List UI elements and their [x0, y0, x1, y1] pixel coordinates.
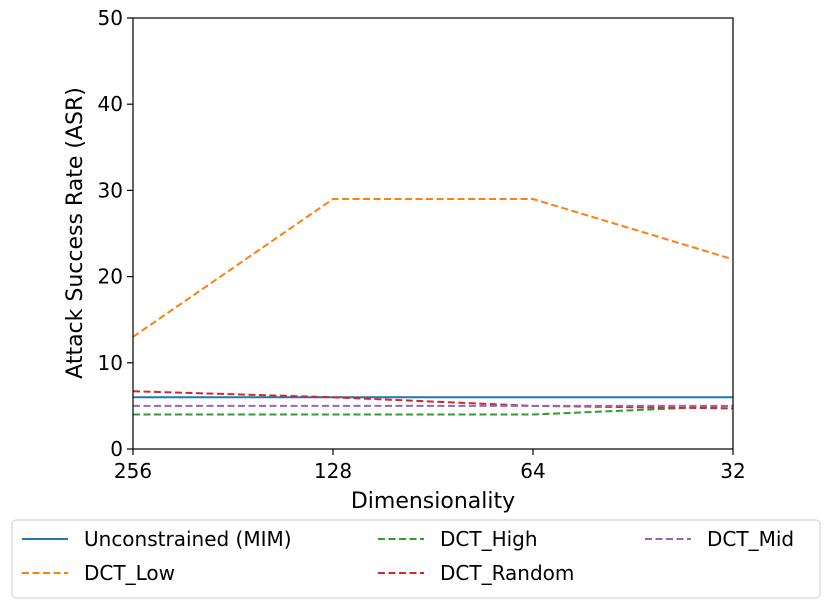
- legend-label: DCT_Mid: [707, 527, 794, 551]
- y-axis-label: Attack Success Rate (ASR): [63, 87, 88, 379]
- x-tick-label: 32: [720, 459, 745, 483]
- legend-label: DCT_High: [440, 527, 538, 551]
- x-axis-label: Dimensionality: [351, 489, 515, 514]
- legend: Unconstrained (MIM) DCT_Low DCT_High DCT_Ra…: [11, 519, 821, 599]
- x-tick-label: 64: [520, 459, 545, 483]
- series-layer: [132, 198, 734, 416]
- y-tick-label: 50: [98, 6, 123, 30]
- y-tick-label: 30: [98, 178, 123, 202]
- legend-label: DCT_Random: [440, 561, 574, 585]
- y-tick-label: 40: [98, 92, 123, 116]
- legend-label: DCT_Low: [84, 561, 175, 585]
- legend-label: Unconstrained (MIM): [84, 527, 292, 551]
- series-line-dct-high: [133, 404, 734, 416]
- plot-frame: [132, 17, 734, 450]
- x-axis: 256 128 64 32: [114, 449, 746, 483]
- legend-frame: [11, 519, 821, 599]
- y-tick-label: 0: [110, 437, 123, 461]
- y-tick-label: 20: [98, 265, 123, 289]
- x-tick-label: 256: [114, 459, 152, 483]
- series-line-dct-low: [132, 198, 734, 338]
- y-tick-label: 10: [98, 351, 123, 375]
- y-axis: 0 10 20 30 40 50: [98, 6, 133, 461]
- x-tick-label: 128: [314, 459, 352, 483]
- series-line-dct-random: [132, 390, 734, 410]
